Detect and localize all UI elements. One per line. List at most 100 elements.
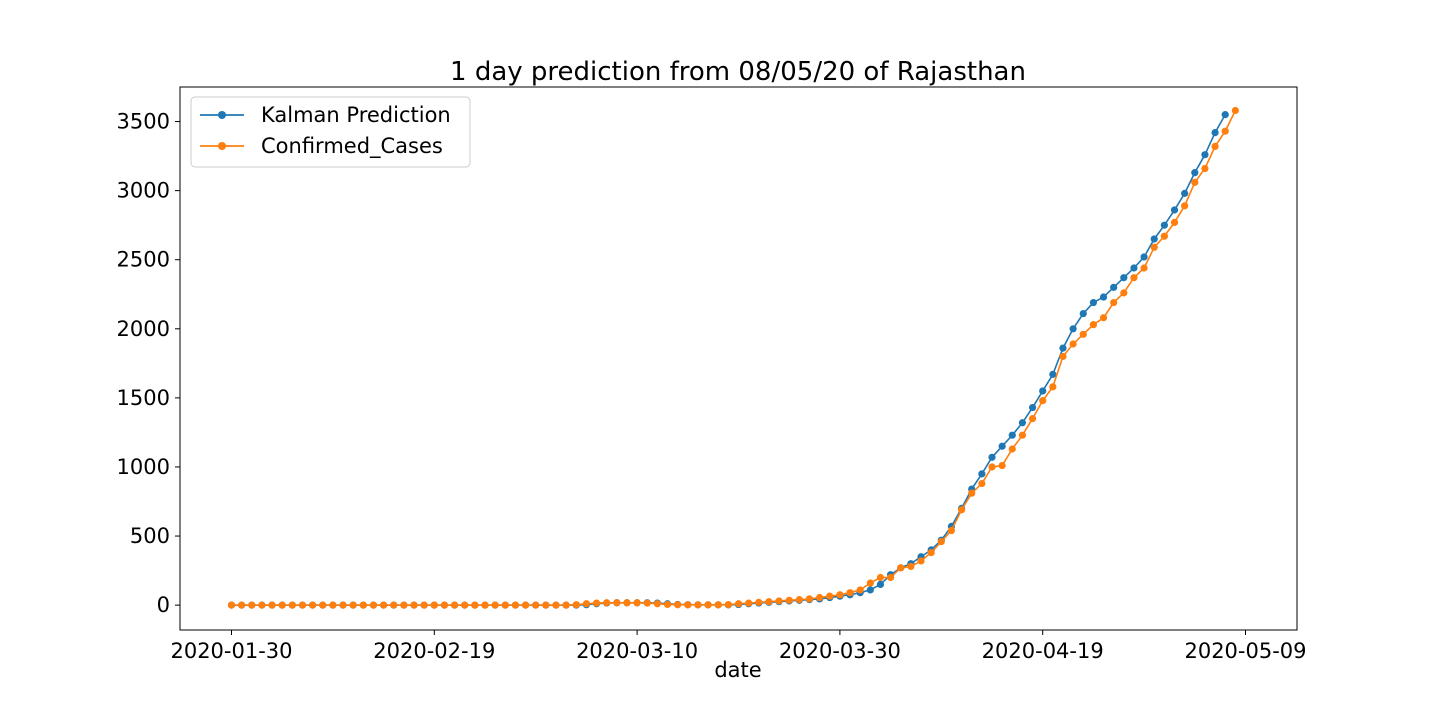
point-confirmed-cases-75 xyxy=(988,463,996,471)
point-confirmed-cases-91 xyxy=(1150,243,1158,251)
point-confirmed-cases-6 xyxy=(288,601,296,609)
point-kalman-prediction-86 xyxy=(1099,293,1108,301)
point-confirmed-cases-42 xyxy=(653,600,661,608)
point-confirmed-cases-89 xyxy=(1130,274,1138,282)
point-confirmed-cases-22 xyxy=(450,601,459,609)
point-confirmed-cases-18 xyxy=(410,601,418,609)
point-confirmed-cases-37 xyxy=(603,599,611,607)
point-kalman-prediction-74 xyxy=(978,470,986,478)
point-confirmed-cases-80 xyxy=(1039,397,1047,405)
point-kalman-prediction-95 xyxy=(1191,169,1199,177)
y-tick-label-4: 2000 xyxy=(117,317,170,341)
point-confirmed-cases-43 xyxy=(663,600,672,609)
point-confirmed-cases-69 xyxy=(927,549,935,557)
point-confirmed-cases-74 xyxy=(978,479,986,488)
x-tick-label-5: 2020-05-09 xyxy=(1184,639,1306,663)
point-confirmed-cases-97 xyxy=(1211,142,1219,151)
point-kalman-prediction-87 xyxy=(1110,283,1118,291)
point-confirmed-cases-47 xyxy=(704,601,712,609)
point-confirmed-cases-68 xyxy=(917,557,925,565)
point-confirmed-cases-31 xyxy=(542,601,550,609)
point-confirmed-cases-23 xyxy=(461,601,469,609)
point-confirmed-cases-51 xyxy=(745,599,753,607)
point-confirmed-cases-12 xyxy=(349,601,357,609)
legend-label-kalman-prediction: Kalman Prediction xyxy=(261,103,451,127)
point-kalman-prediction-79 xyxy=(1028,403,1037,412)
point-confirmed-cases-96 xyxy=(1201,164,1209,173)
series-confirmed-cases xyxy=(227,106,1239,609)
point-kalman-prediction-98 xyxy=(1221,111,1229,119)
point-confirmed-cases-40 xyxy=(633,599,641,607)
point-confirmed-cases-50 xyxy=(734,600,743,608)
legend-box xyxy=(190,96,471,168)
point-kalman-prediction-63 xyxy=(866,586,874,594)
series-line-kalman-prediction xyxy=(231,114,1226,606)
point-confirmed-cases-73 xyxy=(968,489,976,497)
point-confirmed-cases-53 xyxy=(765,598,773,606)
legend: Kalman Prediction Confirmed_Cases xyxy=(190,96,471,168)
point-confirmed-cases-81 xyxy=(1049,383,1057,391)
x-tick-label-3: 2020-03-30 xyxy=(779,639,901,663)
point-confirmed-cases-52 xyxy=(755,598,763,606)
chart-title: 1 day prediction from 08/05/20 of Rajast… xyxy=(450,57,1026,87)
point-confirmed-cases-29 xyxy=(521,601,530,609)
plot-area xyxy=(179,86,1298,631)
point-confirmed-cases-66 xyxy=(897,564,905,572)
point-confirmed-cases-98 xyxy=(1221,127,1229,135)
y-tick-label-7: 3500 xyxy=(117,110,170,134)
y-tick-label-0: 0 xyxy=(157,593,170,617)
point-confirmed-cases-61 xyxy=(846,589,854,597)
point-confirmed-cases-87 xyxy=(1110,298,1118,307)
point-confirmed-cases-54 xyxy=(775,597,783,605)
point-confirmed-cases-25 xyxy=(481,601,489,609)
point-kalman-prediction-82 xyxy=(1059,344,1067,352)
point-kalman-prediction-77 xyxy=(1008,431,1016,439)
point-confirmed-cases-21 xyxy=(440,601,449,609)
series-kalman-prediction xyxy=(227,111,1229,609)
point-kalman-prediction-76 xyxy=(998,442,1006,450)
point-confirmed-cases-44 xyxy=(674,601,682,609)
point-confirmed-cases-83 xyxy=(1069,340,1077,348)
point-confirmed-cases-90 xyxy=(1140,264,1148,272)
point-kalman-prediction-85 xyxy=(1089,298,1097,307)
point-confirmed-cases-64 xyxy=(876,573,885,582)
point-confirmed-cases-32 xyxy=(552,601,560,609)
point-confirmed-cases-36 xyxy=(592,599,601,607)
point-kalman-prediction-64 xyxy=(876,580,885,589)
point-confirmed-cases-57 xyxy=(805,595,814,603)
point-confirmed-cases-2 xyxy=(248,601,256,609)
point-confirmed-cases-30 xyxy=(532,601,540,609)
point-confirmed-cases-0 xyxy=(227,601,236,609)
point-confirmed-cases-20 xyxy=(430,601,438,609)
point-kalman-prediction-92 xyxy=(1160,221,1168,229)
point-confirmed-cases-70 xyxy=(937,537,945,546)
point-confirmed-cases-13 xyxy=(359,601,367,609)
y-tick-label-5: 2500 xyxy=(117,248,170,272)
point-confirmed-cases-8 xyxy=(309,601,317,609)
point-confirmed-cases-11 xyxy=(339,601,347,609)
point-kalman-prediction-75 xyxy=(988,453,996,461)
point-confirmed-cases-27 xyxy=(501,601,509,609)
point-confirmed-cases-17 xyxy=(400,601,408,609)
point-confirmed-cases-76 xyxy=(998,461,1006,470)
point-confirmed-cases-28 xyxy=(511,601,520,609)
x-axis-label: date xyxy=(714,658,761,682)
point-kalman-prediction-97 xyxy=(1211,129,1219,137)
point-confirmed-cases-84 xyxy=(1079,330,1087,338)
point-confirmed-cases-35 xyxy=(582,600,591,608)
y-tick-label-2: 1000 xyxy=(117,455,170,479)
series-layer xyxy=(227,106,1239,609)
point-kalman-prediction-83 xyxy=(1069,325,1077,333)
point-confirmed-cases-46 xyxy=(694,601,702,609)
point-confirmed-cases-1 xyxy=(238,601,246,609)
point-kalman-prediction-88 xyxy=(1120,274,1128,282)
point-confirmed-cases-58 xyxy=(816,593,824,602)
point-confirmed-cases-77 xyxy=(1008,445,1016,453)
point-confirmed-cases-63 xyxy=(866,579,874,587)
point-confirmed-cases-14 xyxy=(369,601,378,609)
point-confirmed-cases-49 xyxy=(724,600,732,609)
point-confirmed-cases-65 xyxy=(887,573,895,582)
point-confirmed-cases-48 xyxy=(714,601,722,609)
point-confirmed-cases-41 xyxy=(643,599,651,607)
